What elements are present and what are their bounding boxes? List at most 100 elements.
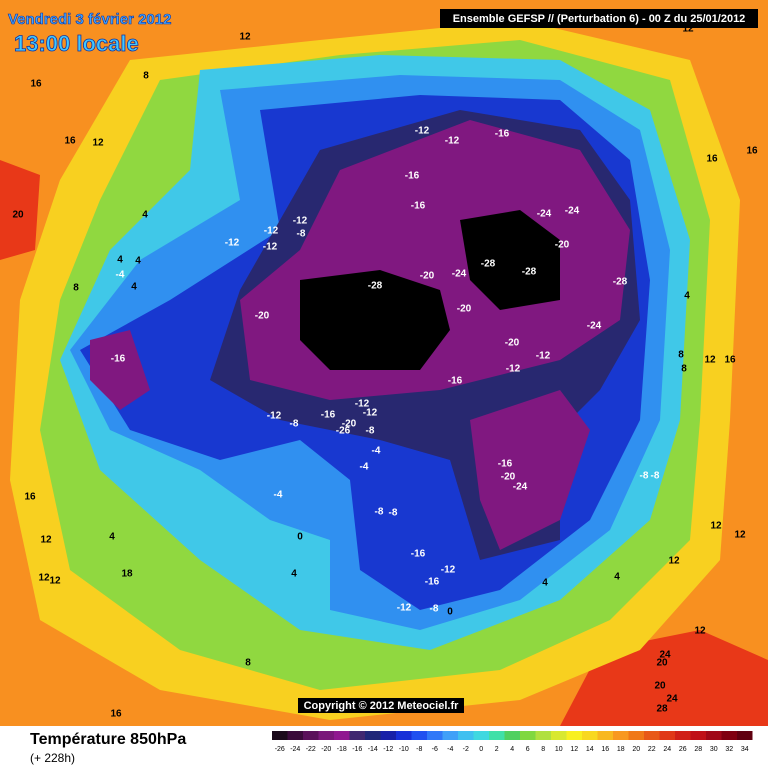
contour-label: 8 bbox=[73, 283, 79, 294]
contour-label: 4 bbox=[684, 291, 690, 302]
colorbar-label: 30 bbox=[710, 746, 718, 753]
contour-label: -28 bbox=[613, 277, 628, 288]
contour-label: 12 bbox=[92, 138, 104, 149]
colorbar-label: -26 bbox=[275, 746, 285, 753]
colorbar-label: 22 bbox=[648, 746, 656, 753]
colorbar-swatch bbox=[628, 731, 644, 740]
run-box bbox=[440, 9, 758, 28]
colorbar-swatch bbox=[349, 731, 365, 740]
colorbar-label: 26 bbox=[679, 746, 687, 753]
contour-label: 12 bbox=[682, 24, 694, 35]
contour-labels: -12-12-16-16-16-24 -24-20-28-28-28-24-20-… bbox=[12, 24, 758, 720]
colorbar-label: -20 bbox=[321, 746, 331, 753]
colorbar-label: 2 bbox=[495, 746, 499, 753]
colorbar-swatch bbox=[520, 731, 536, 740]
colorbar-swatch bbox=[458, 731, 474, 740]
contour-label: 4 bbox=[109, 532, 115, 543]
warm-area bbox=[0, 160, 768, 726]
colorbar-swatch bbox=[659, 731, 675, 740]
contour-label: -16 bbox=[448, 376, 463, 387]
colorbar-label: 14 bbox=[586, 746, 594, 753]
contour-label: -4 bbox=[274, 490, 283, 501]
contour-label: -12 bbox=[441, 565, 456, 576]
colorbar-label: 24 bbox=[663, 746, 671, 753]
colorbar-label: 20 bbox=[632, 746, 640, 753]
contour-label: 0 bbox=[297, 532, 303, 543]
contour-label: -20 bbox=[501, 472, 516, 483]
contour-label: -8 bbox=[375, 507, 384, 518]
colorbar-swatch bbox=[597, 731, 613, 740]
contour-label: -12 bbox=[225, 238, 240, 249]
colorbar-label: 6 bbox=[526, 746, 530, 753]
colorbar-swatch bbox=[721, 731, 737, 740]
colorbar-label: -4 bbox=[447, 746, 453, 753]
contour-label: 16 bbox=[110, 709, 122, 720]
contour-label: -16 bbox=[498, 459, 513, 470]
contour-label: -8 bbox=[297, 229, 306, 240]
contour-label: 0 bbox=[447, 607, 453, 618]
contour-label: 12 bbox=[704, 355, 716, 366]
contour-label: -8 bbox=[290, 419, 299, 430]
colorbar-label: -18 bbox=[337, 746, 347, 753]
contour-label: -8 bbox=[640, 471, 649, 482]
contour-label: 4 bbox=[614, 572, 620, 583]
colorbar-swatch bbox=[411, 731, 427, 740]
colorbar-label: -10 bbox=[399, 746, 409, 753]
contour-label: -28 bbox=[522, 267, 537, 278]
colorbar-label: 28 bbox=[694, 746, 702, 753]
contour-label: -12 bbox=[267, 411, 282, 422]
colorbar-label: -24 bbox=[290, 746, 300, 753]
contour-label: -20 bbox=[555, 240, 570, 251]
contour-label: -16 bbox=[495, 129, 510, 140]
colorbar-swatch bbox=[566, 731, 582, 740]
contour-label: 12 bbox=[734, 530, 746, 541]
contour-label: -4 bbox=[360, 462, 369, 473]
colorbar-swatch bbox=[535, 731, 551, 740]
contour-label: 16 bbox=[30, 79, 42, 90]
contour-label: 16 bbox=[746, 146, 758, 157]
temperature-field bbox=[0, 0, 768, 726]
contour-label: 28 bbox=[656, 704, 668, 715]
contour-label: -12 bbox=[536, 351, 551, 362]
contour-label: -20 bbox=[255, 311, 270, 322]
map-time: 13:00 locale bbox=[14, 31, 139, 56]
contour-label: -24 bbox=[587, 321, 602, 332]
cold-core bbox=[300, 210, 560, 370]
contour-label: 12 bbox=[40, 535, 52, 546]
colorbar-swatch bbox=[504, 731, 520, 740]
contour-label: 4 bbox=[135, 256, 141, 267]
contour-label: -4 bbox=[116, 270, 125, 281]
colorbar-label: 16 bbox=[601, 746, 609, 753]
contour-label: -12 bbox=[355, 399, 370, 410]
contour-label: -26 bbox=[336, 426, 351, 437]
contour-label: -16 bbox=[425, 577, 440, 588]
colorbar-label: -8 bbox=[416, 746, 422, 753]
contour-label: -16 bbox=[411, 201, 426, 212]
contour-label: -16 bbox=[321, 410, 336, 421]
contour-label: 8 bbox=[678, 350, 684, 361]
contour-label: -12 bbox=[445, 136, 460, 147]
contour-label: -12 bbox=[397, 603, 412, 614]
colorbar-label: -22 bbox=[306, 746, 316, 753]
colorbar-label: -6 bbox=[432, 746, 438, 753]
contour-label: -8 bbox=[389, 508, 398, 519]
colorbar-swatch bbox=[365, 731, 381, 740]
colorbar-label: -16 bbox=[352, 746, 362, 753]
colorbar-label: -14 bbox=[368, 746, 378, 753]
colorbar-swatch bbox=[675, 731, 691, 740]
contour-label: -8 bbox=[430, 604, 439, 615]
contour-label: -8 bbox=[651, 471, 660, 482]
contour-label: -20 bbox=[457, 304, 472, 315]
footer-title: Température 850hPa bbox=[30, 731, 186, 748]
colorbar-swatch bbox=[272, 731, 288, 740]
contour-label: 4 bbox=[542, 578, 548, 589]
map-date: Vendredi 3 février 2012 bbox=[8, 11, 171, 28]
copyright-box bbox=[298, 698, 464, 713]
colorbar-swatch bbox=[318, 731, 334, 740]
footer-lead: (+ 228h) bbox=[30, 751, 75, 765]
colorbar-swatch bbox=[442, 731, 458, 740]
contour-label: 4 bbox=[142, 210, 148, 221]
contour-label: 16 bbox=[64, 136, 76, 147]
colorbar-swatch bbox=[303, 731, 319, 740]
